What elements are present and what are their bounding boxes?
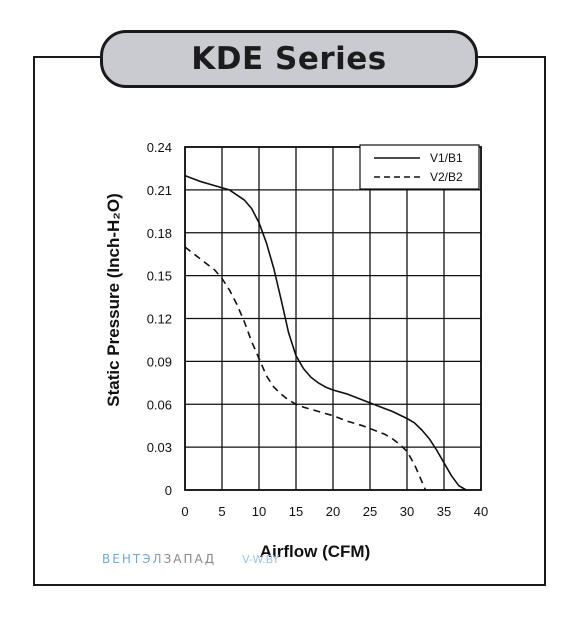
y-tick-label: 0.06	[147, 397, 172, 412]
series-line-v1-b1	[184, 174, 467, 491]
watermark: ВЕНТЭЛЗАПАД V-W.BY	[102, 552, 279, 566]
y-tick-label: 0.03	[147, 440, 172, 455]
x-tick-label: 40	[474, 504, 488, 519]
legend-label-v2-b2: V2/B2	[430, 170, 463, 184]
legend-box	[359, 144, 480, 190]
y-tick-label: 0.18	[147, 226, 172, 241]
y-tick-label: 0.24	[147, 140, 172, 155]
x-tick-label: 0	[181, 504, 188, 519]
chart-title: KDE Series	[191, 41, 387, 77]
legend-label-v1-b1: V1/B1	[430, 151, 463, 165]
series-line-v2-b2	[184, 246, 427, 491]
x-tick-label: 20	[326, 504, 340, 519]
x-tick-label: 5	[218, 504, 225, 519]
y-tick-label: 0.09	[147, 354, 172, 369]
y-tick-label: 0.15	[147, 269, 172, 284]
x-tick-label: 15	[289, 504, 303, 519]
plot-border	[184, 146, 482, 491]
x-axis-title: Airflow (CFM)	[260, 542, 370, 561]
y-tick-label: 0.21	[147, 183, 172, 198]
x-tick-label: 30	[400, 504, 414, 519]
title-tab: KDE Series	[100, 30, 478, 88]
y-tick-label: 0	[165, 483, 172, 498]
y-axis-title: Static Pressure (Inch-H₂O)	[104, 193, 123, 407]
watermark-part-2: ЗАПАД	[163, 552, 217, 566]
watermark-part-3: V-W.BY	[242, 553, 280, 566]
x-tick-label: 25	[363, 504, 377, 519]
chart-frame	[33, 56, 546, 586]
x-tick-labels: 0 5 10 15 20 25 30 35 40	[181, 504, 488, 519]
legend: V1/B1 V2/B2	[359, 144, 480, 190]
watermark-part-1: ВЕНТЭЛ	[102, 552, 164, 566]
x-tick-label: 35	[437, 504, 451, 519]
y-tick-labels: 0 0.03 0.06 0.09 0.12 0.15 0.18 0.21 0.24	[147, 140, 172, 498]
y-tick-label: 0.12	[147, 312, 172, 327]
series-lines	[184, 174, 467, 491]
grid	[184, 146, 482, 491]
x-tick-label: 10	[252, 504, 266, 519]
